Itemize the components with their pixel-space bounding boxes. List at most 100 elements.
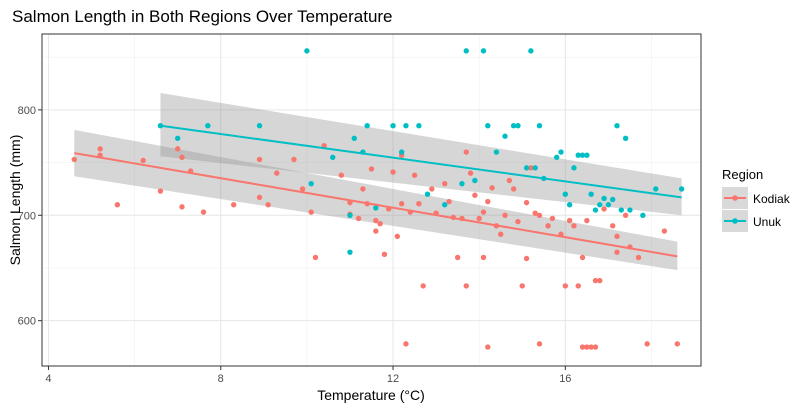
data-point-unuk bbox=[463, 48, 469, 54]
x-axis-ticks: 4 8 12 16 bbox=[45, 366, 571, 385]
x-tick-label: 16 bbox=[559, 373, 571, 385]
data-point-unuk bbox=[424, 191, 431, 197]
data-point-kodiak bbox=[566, 217, 573, 224]
data-point-kodiak bbox=[394, 233, 401, 240]
plot-border bbox=[41, 33, 702, 367]
data-point-kodiak bbox=[597, 277, 603, 284]
legend-key-unuk-point bbox=[732, 218, 738, 224]
data-point-kodiak bbox=[179, 204, 185, 210]
data-point-kodiak bbox=[411, 172, 418, 178]
data-point-unuk bbox=[554, 154, 560, 161]
data-point-kodiak bbox=[592, 344, 599, 350]
data-point-kodiak bbox=[562, 283, 569, 289]
data-point-kodiak bbox=[610, 223, 616, 229]
data-point-kodiak bbox=[174, 146, 181, 152]
data-point-kodiak bbox=[265, 202, 271, 208]
data-point-unuk bbox=[532, 165, 538, 171]
data-point-unuk bbox=[640, 212, 646, 218]
data-point-unuk bbox=[653, 186, 659, 192]
data-point-unuk bbox=[562, 191, 569, 197]
data-point-kodiak bbox=[523, 199, 530, 206]
data-point-kodiak bbox=[299, 186, 306, 192]
data-point-kodiak bbox=[355, 215, 362, 222]
data-point-unuk bbox=[442, 202, 448, 208]
data-point-unuk bbox=[571, 165, 577, 171]
data-point-unuk bbox=[364, 122, 370, 129]
data-point-unuk bbox=[579, 152, 586, 158]
data-point-kodiak bbox=[523, 255, 530, 262]
data-point-kodiak bbox=[601, 206, 607, 212]
data-point-unuk bbox=[558, 149, 564, 155]
data-point-kodiak bbox=[398, 200, 405, 207]
data-point-unuk bbox=[390, 122, 396, 129]
data-point-kodiak bbox=[472, 192, 478, 198]
data-point-kodiak bbox=[114, 202, 121, 208]
data-point-kodiak bbox=[429, 186, 435, 192]
data-point-unuk bbox=[485, 122, 491, 129]
confidence-bands bbox=[74, 93, 682, 271]
data-point-kodiak bbox=[338, 172, 345, 178]
data-point-unuk bbox=[678, 186, 685, 192]
legend-label-unuk: Unuk bbox=[753, 215, 782, 229]
data-point-kodiak bbox=[528, 165, 534, 171]
data-point-kodiak bbox=[480, 254, 487, 261]
data-point-kodiak bbox=[390, 169, 396, 175]
data-point-kodiak bbox=[532, 210, 538, 216]
y-tick-label: 800 bbox=[18, 105, 36, 117]
y-axis-title: Salmon Length (mm) bbox=[7, 135, 23, 266]
trend-line-unuk bbox=[160, 124, 682, 199]
data-point-unuk bbox=[403, 122, 409, 129]
data-point-unuk bbox=[308, 180, 314, 187]
chart-title: Salmon Length in Both Regions Over Tempe… bbox=[12, 7, 393, 26]
data-point-kodiak bbox=[536, 341, 543, 347]
data-point-kodiak bbox=[463, 149, 469, 155]
data-point-kodiak bbox=[579, 344, 586, 350]
data-point-kodiak bbox=[622, 212, 629, 218]
data-point-unuk bbox=[347, 249, 353, 255]
data-point-kodiak bbox=[476, 215, 482, 222]
data-point-unuk bbox=[205, 122, 211, 129]
data-point-kodiak bbox=[485, 344, 491, 350]
data-point-unuk bbox=[523, 165, 530, 171]
data-point-kodiak bbox=[584, 344, 590, 350]
data-point-unuk bbox=[618, 207, 625, 213]
data-point-unuk bbox=[510, 122, 517, 129]
data-point-kodiak bbox=[480, 209, 487, 215]
data-point-kodiak bbox=[592, 277, 599, 284]
data-point-kodiak bbox=[614, 233, 620, 240]
data-point-unuk bbox=[472, 177, 478, 184]
data-point-kodiak bbox=[157, 188, 164, 194]
data-point-unuk bbox=[502, 133, 508, 139]
data-point-kodiak bbox=[97, 146, 103, 152]
legend-title: Region bbox=[722, 167, 763, 182]
data-point-kodiak bbox=[381, 251, 388, 257]
data-point-unuk bbox=[588, 191, 594, 197]
x-axis-title: Temperature (°C) bbox=[317, 387, 425, 403]
data-point-kodiak bbox=[467, 170, 474, 176]
data-point-kodiak bbox=[416, 200, 422, 207]
data-point-kodiak bbox=[549, 215, 556, 222]
data-point-unuk bbox=[622, 135, 629, 142]
data-point-kodiak bbox=[635, 254, 642, 261]
legend-key-kodiak-point bbox=[732, 195, 738, 201]
data-point-kodiak bbox=[489, 185, 495, 191]
data-point-unuk bbox=[614, 122, 620, 129]
data-point-kodiak bbox=[256, 156, 263, 163]
trend-line-kodiak bbox=[74, 152, 678, 258]
data-point-kodiak bbox=[661, 228, 668, 234]
data-point-kodiak bbox=[674, 341, 681, 347]
data-point-kodiak bbox=[536, 212, 543, 218]
data-point-unuk bbox=[174, 135, 181, 142]
data-point-kodiak bbox=[256, 194, 263, 201]
legend: Region Kodiak Unuk bbox=[722, 167, 791, 232]
data-point-kodiak bbox=[230, 202, 237, 208]
data-point-unuk bbox=[515, 122, 521, 129]
data-point-unuk bbox=[597, 202, 603, 208]
data-point-unuk bbox=[480, 48, 487, 54]
data-point-unuk bbox=[592, 207, 599, 213]
data-point-kodiak bbox=[291, 156, 297, 163]
data-point-unuk bbox=[601, 195, 607, 202]
data-point-kodiak bbox=[644, 341, 650, 347]
data-point-unuk bbox=[347, 212, 353, 218]
data-point-kodiak bbox=[485, 198, 491, 205]
